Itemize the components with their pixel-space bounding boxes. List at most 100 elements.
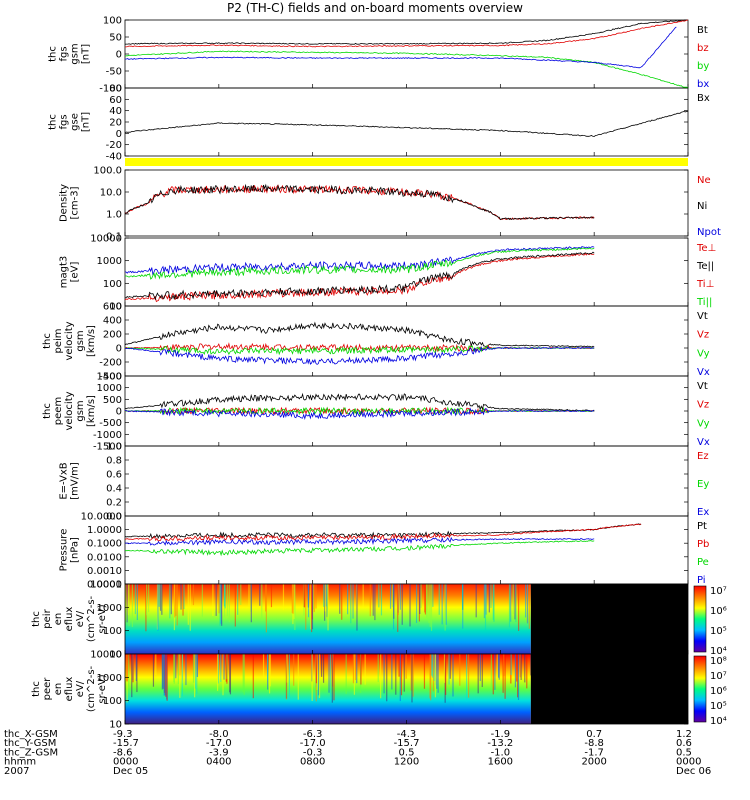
y-tick-label: 400 [103, 316, 122, 327]
legend-Vt: Vt [697, 381, 708, 392]
x-tick-label: Dec 05 [113, 766, 148, 777]
x-tick-label: 1.2 [676, 729, 692, 740]
x-tick-label: 0.7 [586, 729, 602, 740]
x-tick-label: -17.0 [300, 738, 326, 749]
series-line-by [124, 50, 689, 89]
y-axis-label: gsm [70, 43, 81, 64]
panel-frame [124, 169, 689, 237]
y-axis-label: en [53, 683, 64, 696]
y-axis-label: [nT] [81, 112, 92, 132]
y-axis-label: peir [42, 608, 53, 628]
y-axis-label: gsm [75, 330, 86, 351]
x-tick-label: 0.5 [399, 747, 415, 758]
x-tick-label: -0.3 [303, 747, 323, 758]
legend-Bt: Bt [697, 25, 708, 36]
x-tick-label: 1600 [488, 757, 513, 768]
y-tick-label: 10.0000 [81, 512, 122, 523]
legend-Ti⊥: Ti⊥ [696, 279, 714, 290]
legend-Pi: Pi [697, 575, 706, 586]
y-axis-label: magt3 [59, 256, 70, 289]
y-axis-label: thc [48, 114, 59, 130]
y-tick-label: 200 [103, 330, 122, 341]
x-tick-label: -8.8 [584, 738, 604, 749]
y-tick-label: -40 [106, 152, 122, 163]
y-axis-label: thc [48, 46, 59, 62]
series-line-Ne [124, 184, 595, 220]
colorbar-label: 10⁶ [710, 686, 727, 697]
series-line-Te⊥ [124, 252, 595, 303]
x-row-label: thc_Z-GSM [4, 747, 58, 758]
y-tick-label: -50 [106, 67, 122, 78]
colorbar-label: 10⁶ [710, 606, 727, 617]
colorbar-label: 10⁷ [710, 586, 727, 597]
series-line-bz [125, 19, 689, 48]
panel-density: 100.0 10.0 1.0 0.1 Density [cm-3] Ne Ni Npot [59, 166, 721, 243]
legend-Pt: Pt [697, 521, 707, 532]
colorbar-label: 10⁵ [710, 626, 727, 637]
legend-Pb: Pb [697, 539, 709, 550]
spectrogram-nodata [530, 584, 688, 654]
y-tick-label: 0.6 [106, 470, 122, 481]
y-tick-label: 500 [103, 395, 122, 406]
series-line-bx [124, 26, 677, 69]
y-axis-label: [eV] [70, 262, 81, 283]
y-axis-label: fgs [59, 114, 70, 129]
series-line-Te|| [124, 251, 595, 301]
series-line-Bt [124, 19, 689, 45]
y-tick-label: -500 [99, 418, 122, 429]
y-tick-label: 0.0001 [87, 580, 122, 591]
series-line-Vt [124, 392, 595, 412]
y-axis-label: velocity [64, 321, 75, 360]
flag-bar [125, 158, 688, 166]
y-axis-label: E=-VxB [59, 462, 70, 499]
y-axis-label: Pressure [59, 529, 70, 572]
y-tick-label: 100.0 [93, 166, 122, 177]
colorbar-label: 10⁷ [710, 671, 727, 682]
legend-by: by [697, 61, 709, 72]
colorbar-label: 10⁵ [710, 701, 727, 712]
y-tick-label: 10 [109, 650, 122, 661]
y-tick-label: 0.4 [106, 484, 122, 495]
series-line-Pe [124, 540, 595, 557]
y-tick-label: 1.0000 [87, 525, 122, 536]
x-row-label: thc_Y-GSM [4, 738, 56, 749]
x-tick-label: -6.3 [303, 729, 323, 740]
y-tick-label: 0.0 [106, 512, 122, 523]
y-axis-label: gsm [75, 400, 86, 421]
x-tick-label: -9.3 [113, 729, 133, 740]
x-tick-label: 0400 [206, 757, 231, 768]
panel-frame [124, 445, 689, 517]
y-tick-label: -20 [106, 140, 122, 151]
y-axis-label: en [53, 613, 64, 626]
y-tick-label: 10000 [90, 580, 122, 591]
y-tick-label: 0.1 [106, 232, 122, 243]
y-tick-label: 100 [103, 696, 122, 707]
panel-pressure: 10.0000 1.0000 0.1000 0.0100 0.0010 0.0001 Pre… [59, 512, 710, 591]
y-tick-label: 1.0 [106, 210, 122, 221]
legend-Ex: Ex [697, 507, 709, 518]
legend-Bx: Bx [697, 93, 710, 104]
panel-temp: 10000 1000 100 10 magt3 [eV] Te⊥ Te|| Ti⊥ Ti|| [59, 234, 717, 313]
y-axis-label: thc [42, 333, 53, 349]
colorbar-label: 10⁸ [710, 656, 727, 667]
y-tick-label: 1000 [97, 673, 122, 684]
y-axis-label: peer [42, 677, 53, 701]
series-line-Pi [124, 536, 595, 546]
x-row-label: thc_X-GSM [4, 729, 58, 740]
y-axis-label: [nPa] [70, 537, 81, 563]
x-tick-label: -1.9 [491, 729, 511, 740]
panel-frame [124, 515, 689, 585]
x-tick-label: 0.6 [676, 738, 692, 749]
y-axis-label: thc [31, 681, 42, 697]
y-axis-label: [km/s] [86, 325, 97, 357]
series-line-Ti⊥ [124, 246, 595, 277]
x-tick-label: 0.5 [676, 747, 692, 758]
legend-Te⊥: Te⊥ [696, 243, 716, 254]
x-tick-label: -17.0 [206, 738, 232, 749]
series-line-Vx [124, 407, 595, 420]
y-tick-label: 0.2 [106, 498, 122, 509]
panel-peim_vel: 600 400 200 0 -200 -400 thc peim velocity gsm [km/… [42, 302, 710, 383]
y-tick-label: 100 [103, 279, 122, 290]
